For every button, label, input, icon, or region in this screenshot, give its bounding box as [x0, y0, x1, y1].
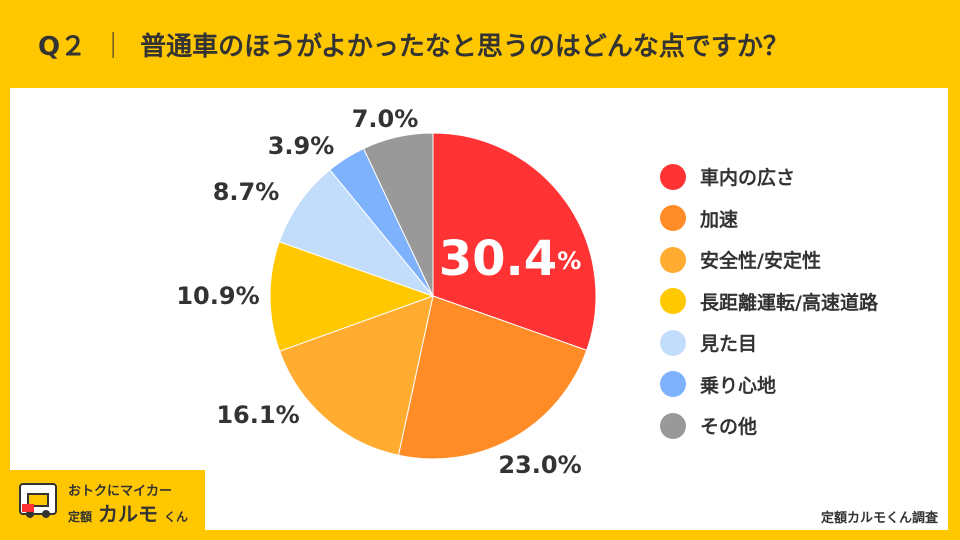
legend-label: 乗り心地	[700, 374, 777, 397]
legend-label: 長距離運転/高速道路	[700, 291, 878, 314]
pie-slice-2	[397, 295, 588, 460]
pie-label-7: 7.0%	[352, 105, 419, 133]
pie-label-3: 16.1%	[216, 401, 299, 429]
pie-label-5: 8.7%	[213, 178, 280, 206]
legend-item: 乗り心地	[660, 364, 878, 406]
pie-slice-1	[432, 132, 597, 351]
pie-slice-3	[278, 295, 434, 456]
pie-label-1: 30.4%	[439, 231, 581, 287]
pie-slice-5	[278, 169, 435, 298]
pie-label-2: 23.0%	[498, 451, 581, 479]
legend-label: 加速	[700, 208, 739, 231]
car-logo-icon	[19, 483, 57, 518]
legend-item: その他	[660, 405, 878, 447]
legend-swatch	[660, 163, 686, 190]
legend-item: 見た目	[660, 322, 878, 364]
legend-item: 加速	[660, 198, 878, 240]
legend: 車内の広さ加速安全性/安定性長距離運転/高速道路 見た目乗り心地その他	[660, 156, 878, 447]
chart-title: Q２ ｜ 普通車のほうがよかったなと思うのはどんな点ですか？	[38, 22, 789, 66]
legend-item: 車内の広さ	[660, 156, 878, 198]
logo-brand: 定額 カルモ くん	[68, 498, 188, 527]
pie-label-4: 10.9%	[176, 282, 259, 310]
legend-label: その他	[700, 416, 758, 439]
question-text: 普通車のほうがよかったなと思うのはどんな点ですか？	[140, 31, 789, 62]
pie-label-6: 3.9%	[268, 132, 335, 160]
legend-item: 長距離運転/高速道路	[660, 281, 878, 323]
legend-swatch	[660, 412, 686, 439]
legend-label: 見た目	[700, 333, 758, 356]
legend-label: 安全性/安定性	[700, 250, 821, 273]
legend-swatch	[660, 329, 686, 356]
legend-swatch	[660, 205, 686, 232]
question-id: Q２	[38, 31, 87, 62]
legend-swatch	[660, 371, 686, 398]
logo-brand-prefix: 定額	[68, 510, 93, 524]
source-note: 定額カルモくん調査	[820, 511, 938, 526]
logo-brand-name: カルモ	[98, 502, 159, 526]
legend-swatch	[660, 288, 686, 315]
brand-logo: おトクにマイカー 定額 カルモ くん	[10, 470, 205, 530]
pie-slice-4	[269, 241, 435, 352]
legend-label: 車内の広さ	[700, 167, 796, 190]
legend-item: 安全性/安定性	[660, 239, 878, 281]
legend-swatch	[660, 246, 686, 273]
title-separator: ｜	[100, 31, 127, 62]
pie-labels: 30.4% 23.0% 16.1% 10.9% 8.7% 3.9% 7.0%	[176, 105, 581, 479]
pie-slice-7	[362, 132, 434, 297]
logo-brand-suffix: くん	[164, 510, 189, 524]
logo-tagline: おトクにマイカー	[68, 484, 173, 499]
pie-slices	[269, 132, 597, 460]
